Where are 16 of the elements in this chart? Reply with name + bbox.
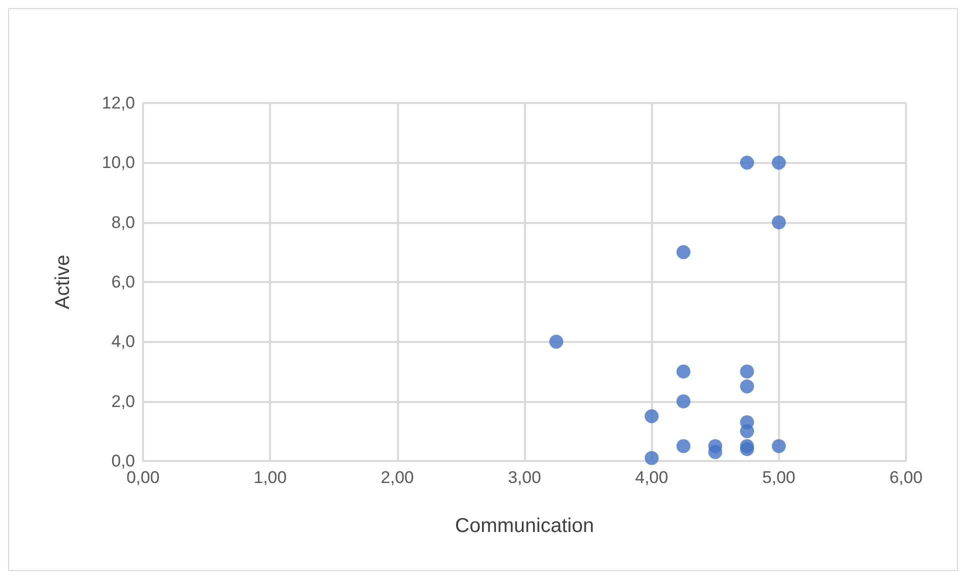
- y-tick-label: 2,0: [111, 392, 135, 411]
- y-axis-title: Active: [52, 254, 74, 310]
- x-tick-label: 3,00: [508, 468, 542, 487]
- x-tick-label: 1,00: [254, 468, 287, 487]
- x-tick-label: 2,00: [380, 468, 414, 487]
- x-tick-label: 0,00: [126, 468, 160, 487]
- y-tick-label: 10,0: [102, 153, 135, 172]
- y-tick-label: 4,0: [111, 332, 135, 352]
- y-tick-label: 0,0: [111, 452, 135, 470]
- y-tick-label: 12,0: [102, 94, 135, 112]
- y-tick-label: 8,0: [111, 212, 135, 232]
- x-tick-label: 6,00: [889, 468, 923, 487]
- x-tick-label: 5,00: [762, 468, 796, 487]
- x-tick-label: 4,00: [635, 468, 668, 487]
- x-axis-title: Communication: [455, 515, 594, 537]
- y-tick-label: 6,0: [111, 272, 135, 292]
